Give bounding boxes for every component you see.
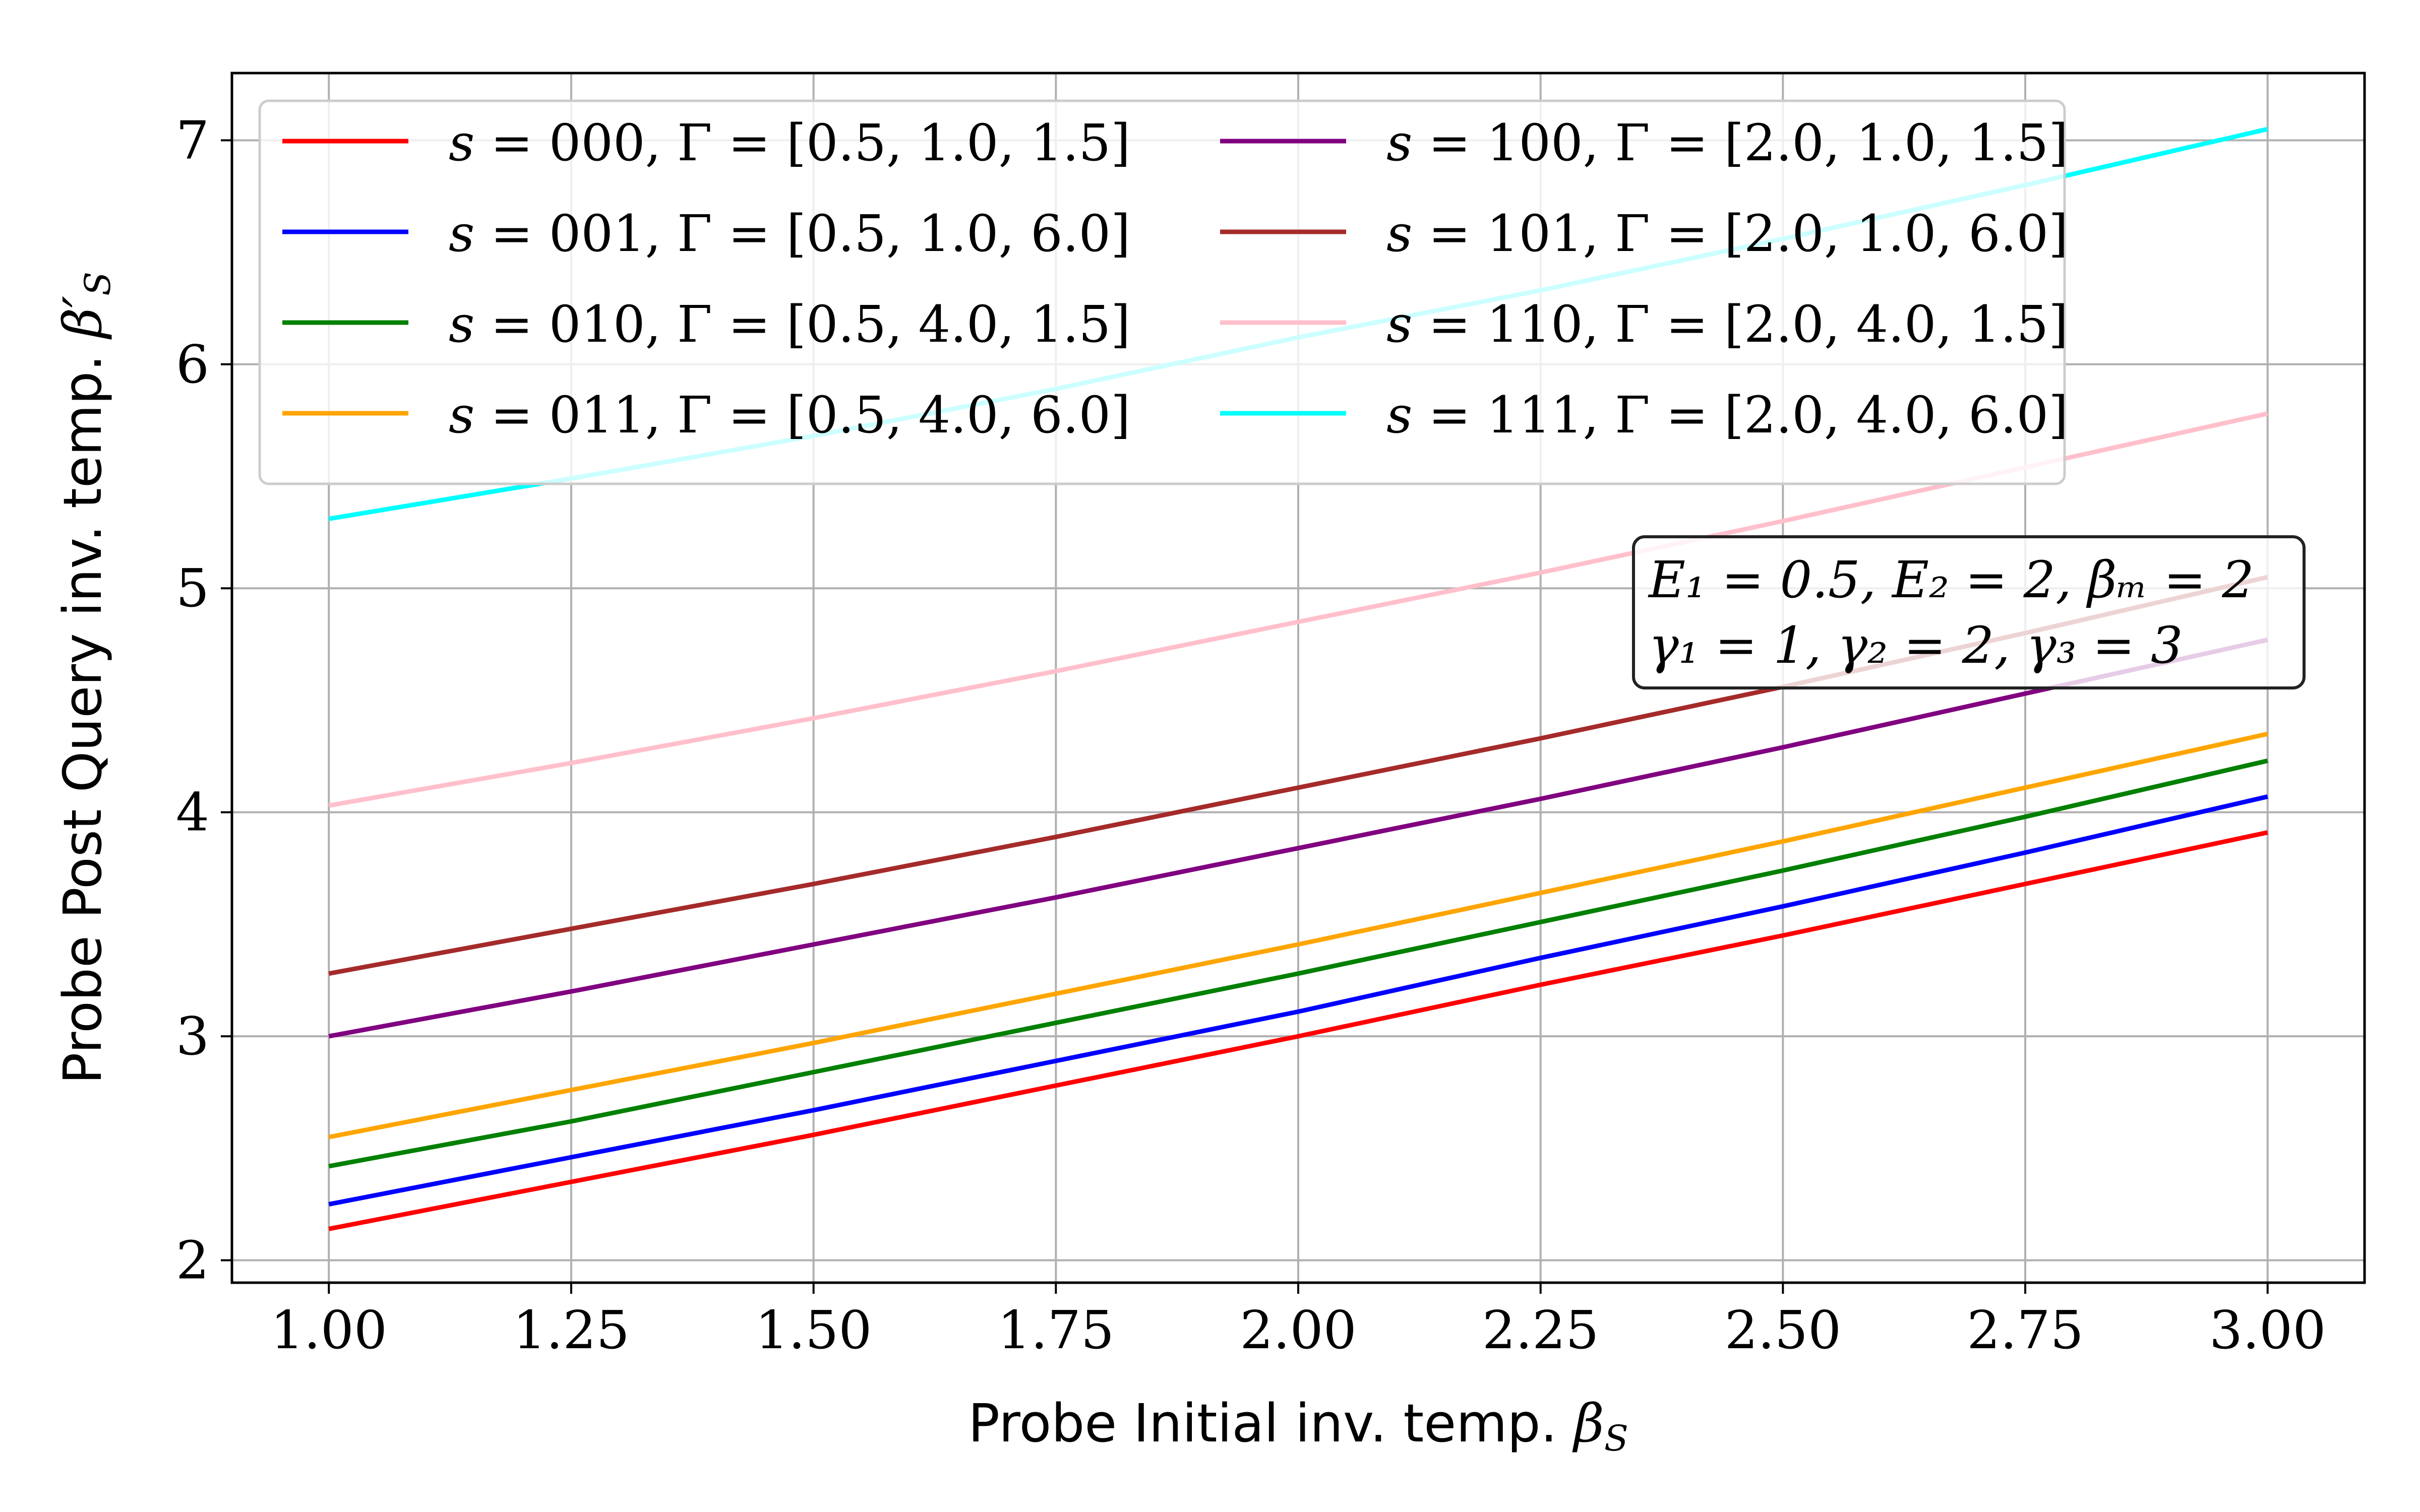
legend-label: s = 011, Γ = [0.5, 4.0, 6.0]: [449, 386, 1130, 445]
legend-box: [258, 99, 2066, 485]
series-line-1: [328, 794, 2268, 1207]
y-axis-label: Probe Post Query inv. temp. β′S: [52, 272, 118, 1084]
legend-label: s = 000, Γ = [0.5, 1.0, 1.5]: [449, 113, 1130, 172]
annotation-box: [1632, 535, 2306, 689]
x-tick-label: 2.00: [1240, 1299, 1357, 1361]
x-tick-label: 1.75: [998, 1299, 1115, 1361]
annotation-line-2: γ₁ = 1, γ₂ = 2, γ₃ = 3: [1649, 616, 2183, 675]
annotation-line-1: E₁ = 0.5, E₂ = 2, βₘ = 2: [1648, 550, 2254, 609]
y-tick-label: 7: [176, 109, 209, 171]
legend: s = 000, Γ = [0.5, 1.0, 1.5] s = 001, Γ =…: [258, 99, 2068, 485]
series-line-4: [328, 638, 2268, 1039]
series-line-3: [328, 731, 2268, 1140]
parameter-annotation: E₁ = 0.5, E₂ = 2, βₘ = 2 γ₁ = 1, γ₂ = 2,…: [1632, 535, 2306, 689]
x-tick-label: 1.50: [755, 1299, 872, 1361]
legend-label: s = 110, Γ = [2.0, 4.0, 1.5]: [1386, 295, 2068, 354]
series-line-6: [328, 411, 2268, 808]
y-tick-label: 4: [176, 782, 209, 843]
x-tick-label: 1.25: [513, 1299, 630, 1361]
y-tick-label: 2: [176, 1230, 209, 1291]
series-line-0: [328, 830, 2268, 1231]
legend-label: s = 001, Γ = [0.5, 1.0, 6.0]: [449, 204, 1130, 263]
legend-label: s = 101, Γ = [2.0, 1.0, 6.0]: [1386, 204, 2068, 263]
legend-items: s = 000, Γ = [0.5, 1.0, 1.5] s = 001, Γ =…: [282, 113, 2068, 445]
y-tick-label: 5: [176, 557, 209, 619]
axis-ticks: 1.00 1.25 1.50 1.75 2.00 2.25 2.50 2.75 3.00 2 3 4 5…: [176, 109, 2326, 1361]
legend-label: s = 111, Γ = [2.0, 4.0, 6.0]: [1386, 386, 2068, 445]
x-tick-label: 2.25: [1482, 1299, 1599, 1361]
x-tick-label: 3.00: [2209, 1299, 2326, 1361]
legend-label: s = 010, Γ = [0.5, 4.0, 1.5]: [449, 295, 1130, 354]
y-tick-label: 3: [176, 1005, 209, 1067]
x-tick-label: 1.00: [270, 1299, 387, 1361]
x-tick-label: 2.50: [1725, 1299, 1842, 1361]
y-tick-label: 6: [176, 334, 209, 395]
x-axis-label: Probe Initial inv. temp. βS: [968, 1393, 1628, 1459]
series-line-2: [328, 759, 2268, 1169]
x-tick-label: 2.75: [1967, 1299, 2084, 1361]
legend-label: s = 100, Γ = [2.0, 1.0, 1.5]: [1386, 113, 2068, 172]
